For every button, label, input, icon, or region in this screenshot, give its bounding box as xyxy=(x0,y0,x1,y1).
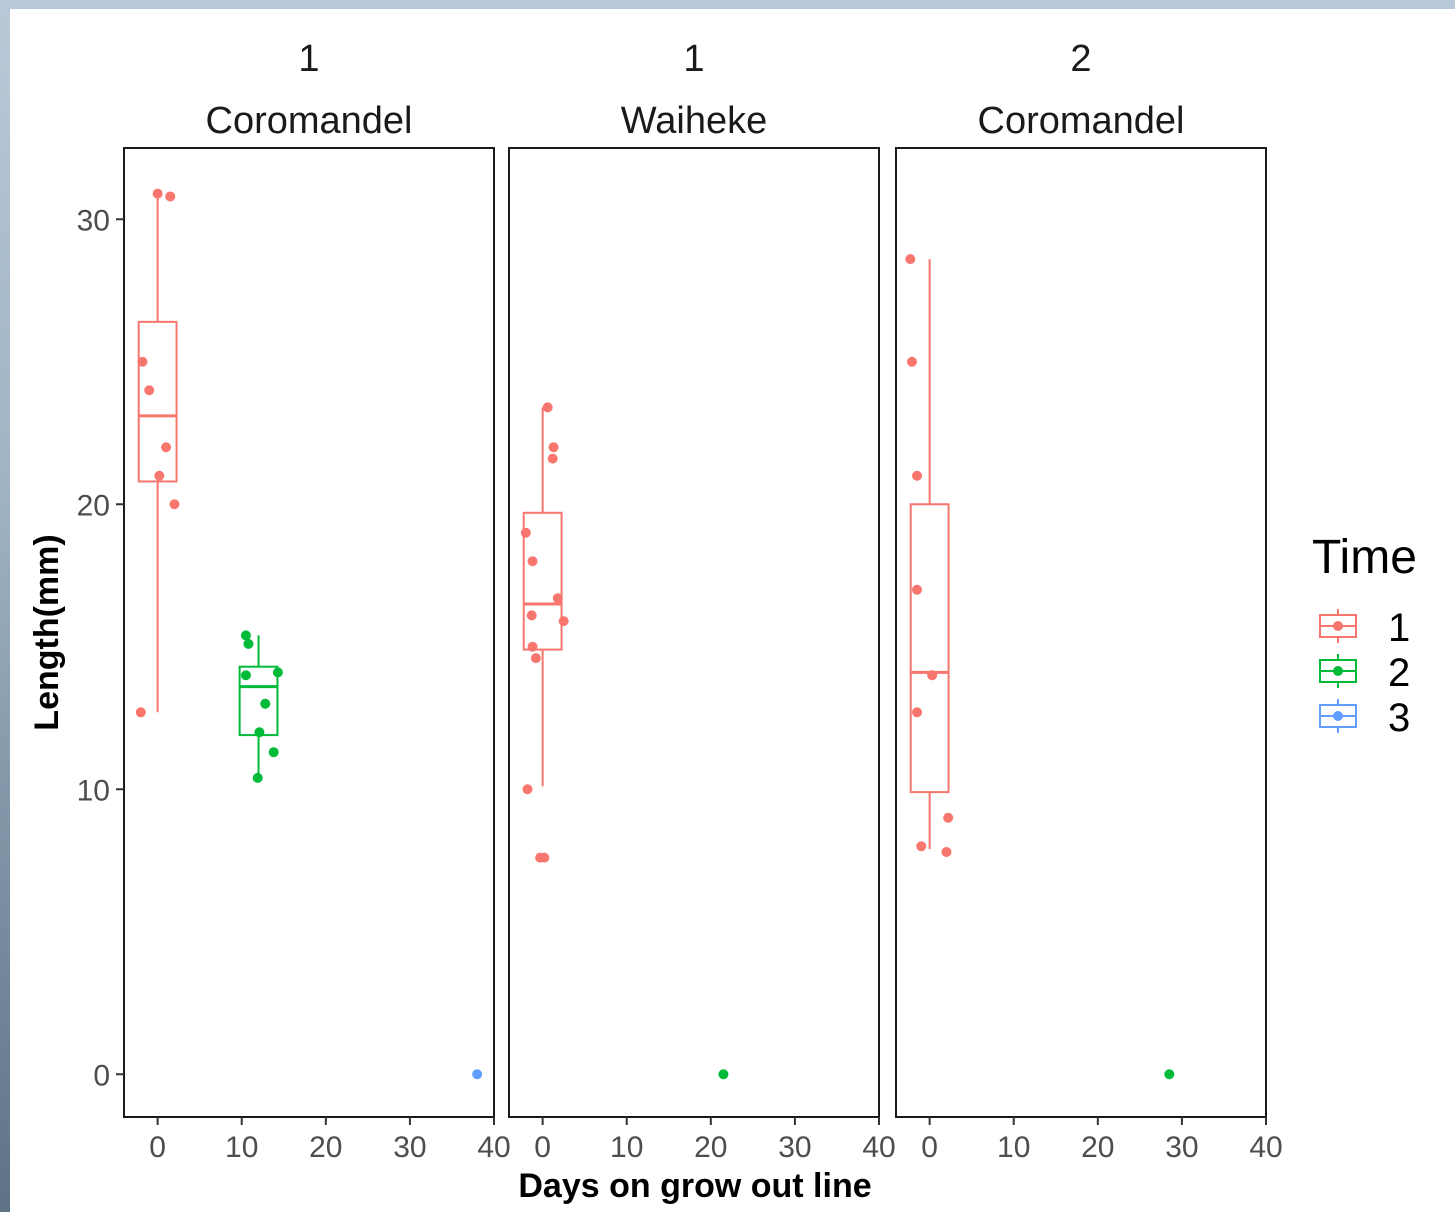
data-point xyxy=(243,638,254,649)
panel-border xyxy=(508,147,880,1118)
legend-key-point xyxy=(1333,621,1343,631)
data-point xyxy=(916,841,927,852)
data-point xyxy=(240,670,251,681)
y-axis-title: Length(mm) xyxy=(28,534,66,730)
x-tick-label: 0 xyxy=(921,1131,938,1164)
data-point xyxy=(260,698,271,709)
legend-key-1 xyxy=(1319,609,1357,643)
chart-card: 1 Coromandel 0 10 20 30 40 1 Waiheke 0 10 20 30 40 2 Co… xyxy=(10,9,1455,1212)
data-point xyxy=(137,356,148,367)
x-tick-label: 30 xyxy=(778,1131,811,1164)
panel-border xyxy=(895,147,1267,1118)
data-point xyxy=(254,727,265,738)
facet-panel-2 xyxy=(508,147,880,1125)
data-point xyxy=(268,747,279,758)
strip-label-2: Waiheke xyxy=(621,100,767,142)
strip-label-1: 2 xyxy=(1070,38,1091,80)
strip-label-1: 1 xyxy=(298,38,319,80)
data-point xyxy=(272,667,283,678)
legend-title: Time xyxy=(1312,531,1417,584)
data-point xyxy=(552,593,563,604)
strip-label-1: 1 xyxy=(683,38,704,80)
data-point xyxy=(152,188,163,199)
data-point xyxy=(530,653,541,664)
legend-label: 1 xyxy=(1388,606,1410,650)
x-axis-title: Days on grow out line xyxy=(518,1167,871,1205)
x-tick-label: 10 xyxy=(225,1131,258,1164)
x-tick-label: 20 xyxy=(1081,1131,1114,1164)
facet-panel-1 xyxy=(123,147,495,1125)
x-tick-label: 10 xyxy=(610,1131,643,1164)
legend-key-2 xyxy=(1319,654,1357,688)
strip-label-2: Coromandel xyxy=(978,100,1185,142)
x-tick-label: 20 xyxy=(694,1131,727,1164)
data-point xyxy=(912,584,923,595)
data-point xyxy=(144,385,155,396)
x-tick-label: 0 xyxy=(534,1131,551,1164)
y-tick-label: 20 xyxy=(77,489,110,522)
strip-label-2: Coromandel xyxy=(206,100,413,142)
data-point xyxy=(169,499,180,510)
data-point xyxy=(526,610,537,621)
data-point xyxy=(252,772,263,783)
legend-key-point xyxy=(1333,666,1343,676)
facet-panel-3 xyxy=(895,147,1267,1125)
legend-label: 2 xyxy=(1388,651,1410,695)
data-point xyxy=(912,707,923,718)
data-point xyxy=(527,556,538,567)
data-point xyxy=(135,707,146,718)
y-tick-label: 30 xyxy=(77,204,110,237)
data-point xyxy=(472,1069,483,1080)
x-tick-label: 20 xyxy=(309,1131,342,1164)
x-tick-label: 40 xyxy=(477,1131,510,1164)
data-point xyxy=(941,846,952,857)
data-point xyxy=(520,527,531,538)
data-point xyxy=(527,641,538,652)
legend-key-3 xyxy=(1319,699,1357,733)
x-tick-label: 10 xyxy=(997,1131,1030,1164)
x-tick-label: 0 xyxy=(149,1131,166,1164)
legend-key-point xyxy=(1333,711,1343,721)
data-point xyxy=(240,630,251,641)
data-point xyxy=(539,852,550,863)
data-point xyxy=(927,670,938,681)
data-point xyxy=(548,442,559,453)
data-point xyxy=(1164,1069,1175,1080)
data-point xyxy=(905,254,916,265)
x-tick-label: 30 xyxy=(1165,1131,1198,1164)
data-point xyxy=(718,1069,729,1080)
box-iqr xyxy=(137,320,178,483)
data-point xyxy=(547,453,558,464)
y-tick-label: 10 xyxy=(77,774,110,807)
data-point xyxy=(161,442,172,453)
data-point xyxy=(558,616,569,627)
x-tick-label: 30 xyxy=(393,1131,426,1164)
data-point xyxy=(906,356,917,367)
data-point xyxy=(542,402,553,413)
data-point xyxy=(943,812,954,823)
data-point xyxy=(912,470,923,481)
legend-label: 3 xyxy=(1388,696,1410,740)
y-tick-label: 0 xyxy=(93,1059,110,1092)
box-iqr xyxy=(909,503,950,794)
data-point xyxy=(522,784,533,795)
data-point xyxy=(154,470,165,481)
panel-border xyxy=(123,147,495,1118)
x-tick-label: 40 xyxy=(1249,1131,1282,1164)
data-point xyxy=(165,191,176,202)
box-iqr xyxy=(522,511,563,651)
x-tick-label: 40 xyxy=(862,1131,895,1164)
